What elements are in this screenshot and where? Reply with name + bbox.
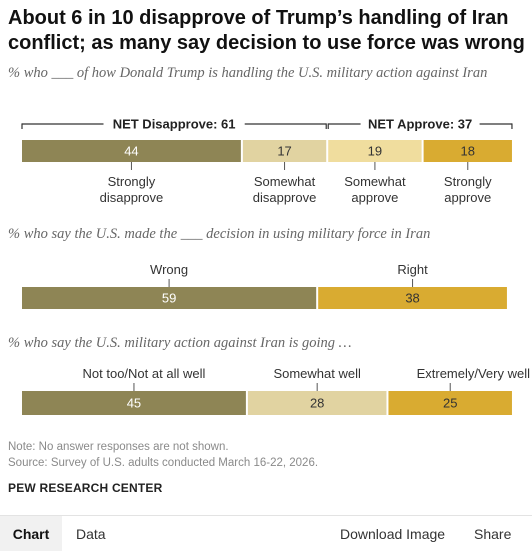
net-label-1: NET Disapprove: 61 [113,117,236,132]
chart-2-value-label-1: 59 [162,291,176,306]
chart-3-bar-3 [388,391,512,415]
chart-1-value-label-1: 44 [124,144,138,159]
chart-3-value-label-3: 25 [443,396,457,411]
tab-data[interactable]: Data [76,526,106,542]
net-label-2: NET Approve: 37 [368,117,472,132]
chart-3-category-label-3: Extremely/Very well [417,366,531,381]
chart-3-value-label-2: 28 [310,396,324,411]
chart-1-bar-2 [242,140,327,162]
chart-1-category-label-2-line-1: Somewhat [254,174,316,189]
chart-3-subtitle: % who say the U.S. military action again… [8,335,352,351]
chart-1-category-label-4-line-1: Strongly [444,174,492,189]
chart-3-value-label-1: 45 [127,396,141,411]
chart-1-category-label-3-line-1: Somewhat [344,174,406,189]
chart-1-bar-4 [423,140,512,162]
chart-1-bar-3 [328,140,422,162]
share-button[interactable]: Share [474,526,512,542]
chart-1-subtitle: % who ___ of how Donald Trump is handlin… [8,65,488,81]
chart-2-bar-2 [318,287,507,309]
chart-2-bar-1 [22,287,317,309]
chart-3-bar-2 [247,391,387,415]
tab-chart[interactable]: Chart [0,516,62,551]
footer-bar: Chart Data Download Image Share [0,515,532,551]
chart-1-category-label-1-line-2: disapprove [100,190,164,205]
chart-1-value-label-3: 19 [368,144,382,159]
chart-1-category-label-2-line-2: disapprove [253,190,317,205]
chart-1-category-label-4-line-2: approve [444,190,491,205]
download-image-button[interactable]: Download Image [340,526,446,542]
chart-2-subtitle: % who say the U.S. made the ___ decision… [8,226,431,242]
chart-3-category-label-1: Not too/Not at all well [83,366,206,381]
note-text: Note: No answer responses are not shown. [8,441,229,453]
chart-3-bar-1 [22,391,246,415]
chart-2-value-label-2: 38 [405,291,419,306]
chart-2-category-label-2: Right [397,262,428,277]
chart-1-category-label-1-line-1: Strongly [108,174,156,189]
chart-2-category-label-1: Wrong [150,262,188,277]
chart-3-category-label-2: Somewhat well [273,366,361,381]
chart-1-category-label-3-line-2: approve [351,190,398,205]
chart-1-value-label-4: 18 [461,144,475,159]
chart-1-value-label-2: 17 [277,144,291,159]
chart-1-bar-1 [22,140,241,162]
brand-logo-text: PEW RESEARCH CENTER [8,481,163,495]
source-text: Source: Survey of U.S. adults conducted … [8,457,319,469]
chart-title: About 6 in 10 disapprove of Trump’s hand… [8,7,525,54]
stacked-bar-charts: 44Stronglydisapprove17Somewhatdisapprove… [21,117,531,415]
